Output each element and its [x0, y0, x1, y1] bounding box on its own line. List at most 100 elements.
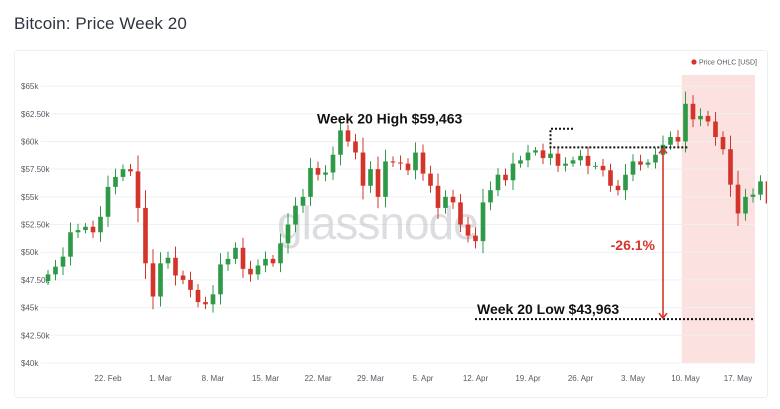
- candle: [413, 152, 418, 171]
- candle: [113, 176, 118, 187]
- candle: [203, 302, 208, 305]
- candle: [345, 130, 351, 142]
- candle: [120, 169, 126, 177]
- candle: [173, 257, 178, 276]
- candle: [683, 103, 688, 142]
- x-tick-label: 12. Apr: [463, 374, 489, 383]
- candle: [308, 168, 313, 197]
- candle: [578, 155, 583, 161]
- y-tick-label: $57.50k: [21, 165, 50, 174]
- legend-label[interactable]: Price OHLC [USD]: [699, 60, 757, 67]
- candle: [653, 154, 658, 163]
- price-chart: glassnode $40k$42.50k$45k$47.50k$50k$52.…: [21, 59, 767, 383]
- candle: [713, 121, 718, 138]
- candle: [495, 174, 501, 191]
- candle: [548, 153, 553, 159]
- candle: [83, 226, 88, 231]
- candle: [465, 224, 471, 236]
- candle: [98, 216, 103, 233]
- candle: [225, 258, 231, 265]
- candle: [428, 173, 433, 186]
- x-tick-label: 15. Mar: [252, 374, 279, 383]
- candle: [525, 152, 531, 161]
- candle: [398, 162, 403, 164]
- candle: [45, 274, 51, 282]
- candle: [90, 226, 96, 233]
- candle: [630, 161, 636, 175]
- candle: [270, 258, 276, 264]
- candle: [180, 275, 186, 280]
- x-tick-label: 29. Mar: [357, 374, 384, 383]
- candle: [360, 152, 366, 186]
- y-tick-label: $55k: [21, 193, 39, 202]
- candle: [480, 202, 486, 242]
- candle: [375, 169, 381, 197]
- candle: [315, 168, 321, 175]
- candle: [293, 205, 298, 225]
- candle: [188, 279, 193, 290]
- drawdown-label: -26.1%: [611, 237, 656, 253]
- candle: [435, 185, 441, 208]
- legend-swatch: [691, 59, 697, 65]
- candle: [143, 207, 148, 264]
- candle: [600, 165, 606, 171]
- candle: [570, 160, 576, 164]
- x-tick-label: 5. Apr: [413, 374, 434, 383]
- candle: [638, 161, 643, 165]
- y-tick-label: $40k: [21, 359, 39, 368]
- candle: [263, 258, 268, 266]
- candle: [255, 265, 261, 275]
- candle: [750, 194, 756, 197]
- candle: [278, 243, 283, 264]
- candle: [300, 196, 306, 206]
- candle: [705, 115, 711, 122]
- candle: [405, 163, 411, 171]
- y-tick-label: $47.50k: [21, 276, 50, 285]
- candle: [510, 163, 516, 181]
- x-tick-label: 19. Apr: [515, 374, 541, 383]
- y-tick-label: $42.50k: [21, 331, 50, 340]
- candle: [218, 264, 223, 295]
- candle: [353, 141, 358, 153]
- candle: [383, 161, 388, 197]
- candle: [60, 256, 66, 267]
- week20-high-line: [549, 127, 688, 149]
- candle: [623, 174, 628, 191]
- candle: [248, 268, 253, 275]
- candle: [503, 174, 508, 181]
- candle: [105, 186, 111, 217]
- highlight-band: [681, 75, 755, 363]
- y-tick-label: $60k: [21, 137, 39, 146]
- candle: [233, 247, 238, 259]
- candle: [698, 115, 703, 120]
- candle: [615, 185, 621, 191]
- y-tick-label: $62.50k: [21, 110, 50, 119]
- candle: [323, 172, 328, 175]
- candle: [540, 150, 546, 159]
- y-tick-label: $52.50k: [21, 221, 50, 230]
- week20-low-label: Week 20 Low $43,963: [477, 301, 619, 317]
- x-tick-label: 1. Mar: [149, 374, 172, 383]
- candle: [533, 150, 538, 153]
- candle: [390, 161, 396, 163]
- candle: [675, 137, 681, 142]
- y-tick-label: $45k: [21, 304, 39, 313]
- page-title: Bitcoin: Price Week 20: [14, 14, 187, 33]
- week20-high-label: Week 20 High $59,463: [317, 111, 462, 127]
- candle: [518, 160, 523, 164]
- candle: [68, 232, 73, 257]
- candle: [668, 137, 673, 145]
- chart-card: glassnode $40k $42.50k $45k $47.50k $50k $52.…: [14, 50, 768, 398]
- candle: [758, 181, 763, 195]
- candle: [593, 165, 598, 167]
- candle: [128, 169, 133, 172]
- x-tick-label: 3. May: [621, 374, 645, 383]
- candle: [555, 153, 561, 166]
- candle: [728, 149, 733, 185]
- candle: [473, 235, 478, 242]
- candle: [195, 289, 201, 303]
- candle: [210, 294, 216, 305]
- candle: [420, 152, 426, 174]
- candle: [450, 196, 456, 203]
- drawdown-arrowhead-top: [658, 147, 668, 154]
